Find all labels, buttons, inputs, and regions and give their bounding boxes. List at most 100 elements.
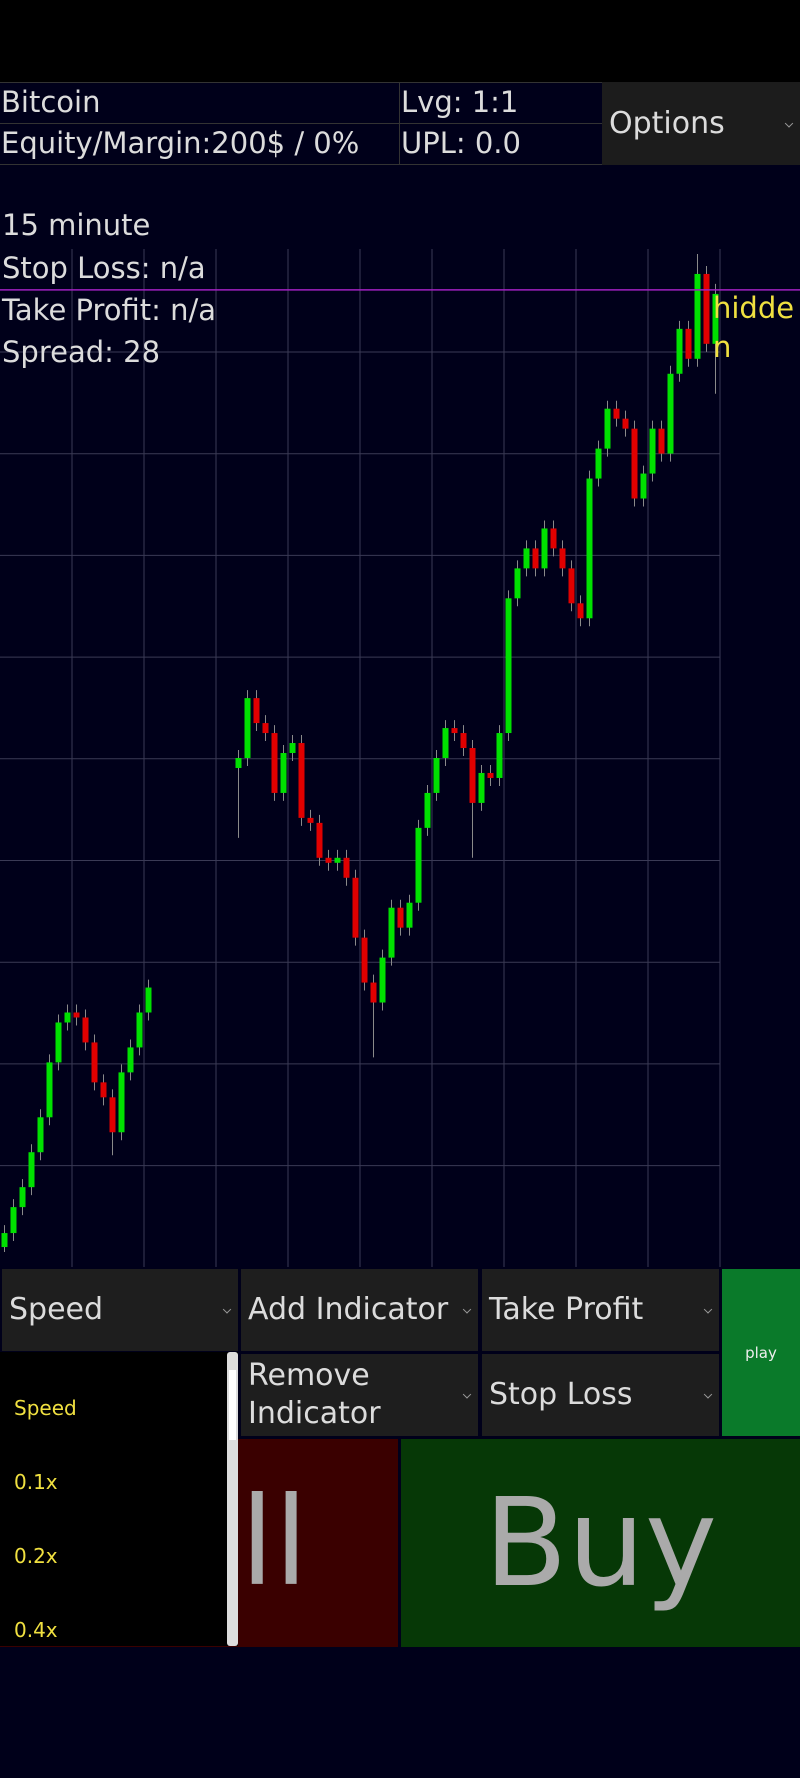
candle-body [1, 1233, 8, 1248]
remove-indicator-button[interactable]: Remove Indicator [241, 1354, 478, 1436]
play-button[interactable]: play [722, 1269, 800, 1436]
candle-body [397, 907, 404, 928]
candle-body [262, 723, 269, 734]
candle-body [28, 1152, 35, 1188]
candle-body [649, 428, 656, 474]
timeframe: 15 minute [2, 208, 151, 242]
instrument: Bitcoin [1, 85, 101, 119]
menu-item[interactable]: 0.2x [14, 1544, 58, 1568]
candle-body [694, 273, 701, 359]
candle-body [451, 728, 458, 734]
take-profit-button[interactable]: Take Profit [482, 1269, 719, 1351]
candle-body [586, 478, 593, 619]
candle-body [334, 857, 341, 863]
candle-body [253, 698, 260, 724]
candle-body [235, 758, 242, 768]
candle-body [424, 792, 431, 828]
candle-body [658, 428, 665, 454]
candle-body [541, 528, 548, 569]
candle-body [280, 753, 287, 793]
candle-body [613, 408, 620, 419]
candle-body [64, 1012, 71, 1023]
options-button[interactable]: Options [602, 82, 800, 165]
candle-body [577, 603, 584, 619]
scrollbar [227, 1352, 238, 1646]
candle-body [325, 857, 332, 863]
candle-body [361, 937, 368, 983]
chart: hidde n [0, 249, 800, 1267]
add-indicator-label: Add Indicator [248, 1292, 449, 1327]
candle-body [514, 568, 521, 599]
candle-body [127, 1047, 134, 1073]
candle-body [505, 598, 512, 734]
candle-body [55, 1022, 62, 1063]
candle-body [676, 328, 683, 374]
stop-loss-info: Stop Loss: n/a [2, 251, 206, 285]
menu-item[interactable]: 0.4x [14, 1618, 58, 1642]
spread-info: Spread: 28 [2, 335, 161, 369]
play-label: play [745, 1343, 777, 1362]
add-indicator-button[interactable]: Add Indicator [241, 1269, 478, 1351]
candle-body [46, 1062, 53, 1118]
candle-body [469, 748, 476, 803]
candle-body [136, 1012, 143, 1048]
candle-body [550, 528, 557, 549]
scroll-thumb [229, 1370, 236, 1440]
speed-button[interactable]: Speed [2, 1269, 238, 1351]
annotation: n [713, 330, 731, 364]
candle-body [712, 293, 719, 344]
equity: Equity/Margin:200$ / 0% [1, 126, 360, 160]
remove-indicator-label: Remove Indicator [248, 1358, 381, 1431]
candle-body [478, 772, 485, 803]
candle-body [604, 408, 611, 449]
stop-loss-button[interactable]: Stop Loss [482, 1354, 719, 1436]
upl: UPL: 0.0 [401, 126, 521, 160]
menu-item[interactable]: 0.1x [14, 1470, 58, 1494]
candle-body [145, 987, 152, 1013]
candle-body [289, 743, 296, 754]
candle-body [532, 548, 539, 569]
divider [399, 82, 400, 165]
divider [0, 123, 602, 124]
speed-label: Speed [9, 1292, 104, 1327]
candle-body [10, 1207, 17, 1234]
candle-body [370, 982, 377, 1003]
candle-body [37, 1117, 44, 1153]
candle-body [100, 1082, 107, 1098]
candle-body [118, 1072, 125, 1133]
candle-body [307, 817, 314, 823]
take-profit-label: Take Profit [489, 1292, 644, 1327]
candle-body [244, 698, 251, 758]
candle-body [82, 1017, 89, 1043]
options-label: Options [609, 105, 725, 141]
candle-body [388, 907, 395, 958]
candle-body [343, 857, 350, 878]
candle-body [622, 418, 629, 429]
candle-body [73, 1012, 80, 1018]
candle-body [352, 877, 359, 938]
stop-loss-label: Stop Loss [489, 1377, 633, 1412]
candle-body [415, 827, 422, 903]
candle-body [91, 1042, 98, 1083]
candle-body [460, 733, 467, 749]
header [0, 82, 602, 165]
candle-body [406, 902, 413, 928]
annotation: hidde [713, 291, 794, 325]
leverage: Lvg: 1:1 [401, 85, 519, 119]
candle-body [559, 548, 566, 569]
candle-body [631, 428, 638, 499]
candle-body [379, 957, 386, 1003]
status-bar [0, 0, 800, 82]
candle-body [523, 548, 530, 569]
take-profit-info: Take Profit: n/a [2, 293, 217, 327]
candle-body [109, 1097, 116, 1133]
candle-body [568, 568, 575, 604]
buy-button[interactable]: Buy [401, 1439, 800, 1647]
candle-body [442, 728, 449, 758]
candle-body [595, 448, 602, 479]
candle-body [496, 733, 503, 778]
candle-body [640, 473, 647, 499]
candle-body [271, 733, 278, 793]
menu-item[interactable]: Speed [14, 1396, 77, 1420]
